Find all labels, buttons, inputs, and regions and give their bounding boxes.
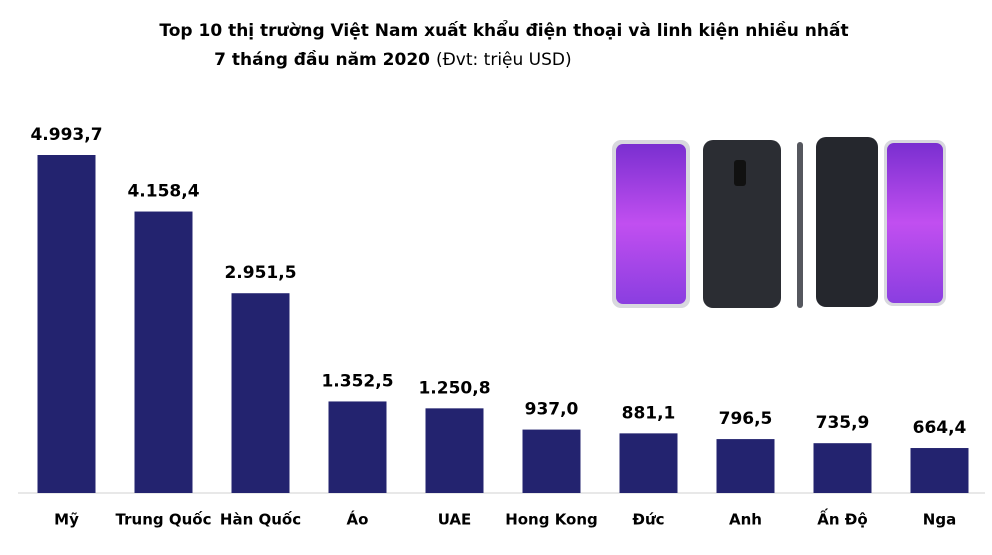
chart-subtitle: 7 tháng đầu năm 2020 [214, 49, 430, 70]
value-label: 881,1 [622, 403, 676, 423]
value-label: 664,4 [913, 418, 967, 438]
value-label: 937,0 [525, 400, 579, 420]
value-label: 1.352,5 [321, 371, 393, 391]
x-tick-label: Đức [632, 511, 664, 529]
x-tick-label: Hong Kong [505, 511, 598, 529]
bar [134, 211, 193, 493]
bar [619, 433, 678, 493]
bar [231, 293, 290, 493]
value-label: 735,9 [816, 413, 870, 433]
x-tick-label: Mỹ [54, 511, 79, 529]
x-tick-label: Trung Quốc [116, 510, 212, 529]
value-label: 2.951,5 [224, 263, 296, 283]
value-label: 4.993,7 [30, 125, 102, 145]
phone-illustration [612, 137, 946, 308]
value-label: 4.158,4 [127, 182, 199, 202]
bar [328, 401, 387, 493]
bar [522, 429, 581, 493]
bar [716, 439, 775, 493]
x-tick-label: UAE [438, 511, 472, 529]
chart-title: Top 10 thị trường Việt Nam xuất khẩu điệ… [159, 19, 848, 41]
unit-note: (Đvt: triệu USD) [436, 50, 572, 70]
x-tick-label: Hàn Quốc [220, 510, 301, 529]
x-tick-label: Anh [729, 511, 762, 529]
bar [910, 448, 969, 493]
value-label: 796,5 [719, 409, 773, 429]
x-tick-label: Nga [923, 511, 956, 529]
bar [37, 155, 96, 493]
value-label: 1.250,8 [418, 378, 490, 398]
x-tick-label: Ấn Độ [817, 508, 867, 529]
bar [425, 408, 484, 493]
x-tick-label: Áo [347, 510, 369, 529]
bar [813, 443, 872, 493]
